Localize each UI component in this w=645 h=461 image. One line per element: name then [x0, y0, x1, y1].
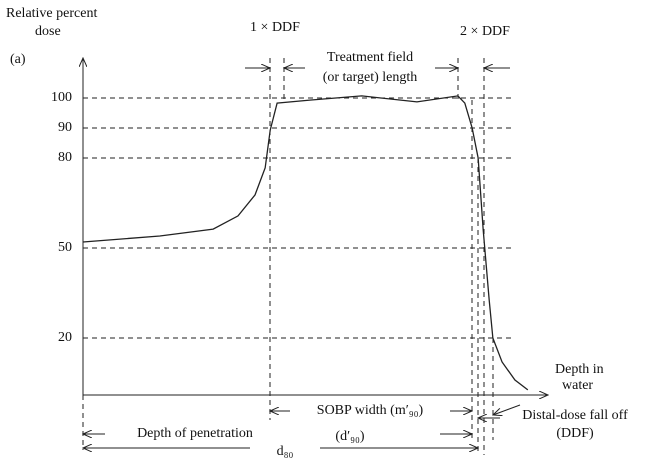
y-tick-label: 90	[58, 120, 72, 135]
annotation: (d′₉₀)	[335, 429, 364, 444]
annotation: (DDF)	[556, 426, 594, 441]
y-label: Relative percent	[6, 6, 97, 21]
panel-label: (a)	[10, 52, 26, 67]
y-label: dose	[35, 24, 61, 39]
annotation: 1 × DDF	[250, 20, 300, 35]
annotation: Depth of penetration	[137, 426, 253, 441]
annotation: Treatment field	[327, 50, 413, 65]
y-tick-label: 100	[51, 90, 72, 105]
data-line	[82, 95, 529, 391]
x-label: water	[562, 378, 593, 393]
y-tick-label: 50	[58, 240, 72, 255]
annotation: d₈₀	[277, 444, 294, 459]
annotation: SOBP width (m′₉₀)	[317, 403, 424, 418]
annotation: (or target) length	[323, 70, 418, 85]
annotation: 2 × DDF	[460, 24, 510, 39]
x-label: Depth in	[555, 362, 604, 377]
annotation: Distal-dose fall off	[522, 408, 628, 423]
y-tick-label: 80	[58, 150, 72, 165]
y-tick-label: 20	[58, 330, 72, 345]
guides	[83, 58, 521, 455]
